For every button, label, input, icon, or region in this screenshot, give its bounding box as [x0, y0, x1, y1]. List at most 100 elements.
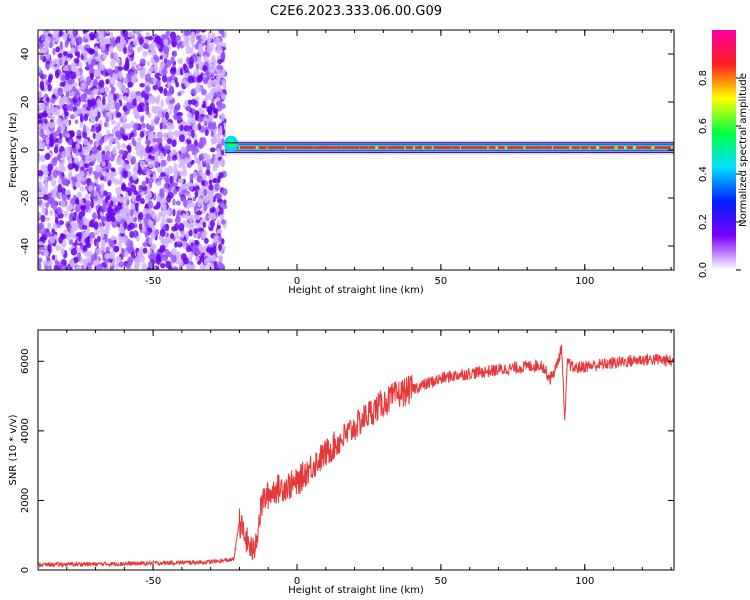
heatmap-noise-cell: [188, 264, 195, 270]
heatmap-noise-cell: [100, 64, 106, 71]
heatmap-noise-cell: [157, 195, 161, 201]
heatmap-noise-cell: [83, 30, 90, 33]
heatmap-noise-cell: [189, 214, 196, 221]
heatmap-noise-cell: [90, 190, 95, 196]
heatmap-noise-cell: [94, 178, 99, 185]
heatmap-noise-cell: [86, 106, 91, 111]
heatmap-noise-cell: [158, 142, 163, 151]
heatmap-noise-cell: [176, 210, 181, 216]
heatmap-noise-cell: [141, 262, 147, 270]
heatmap-noise-cell: [116, 203, 122, 210]
heatmap-noise-cell: [45, 96, 50, 102]
heatmap-noise-cell: [211, 206, 216, 213]
heatmap-noise-cell: [203, 152, 207, 159]
heatmap-noise-cell: [206, 39, 211, 49]
heatmap-noise-cell: [149, 95, 156, 103]
heatmap-noise-cell: [183, 125, 190, 132]
heatmap-noise-cell: [179, 124, 184, 132]
heatmap-noise-cell: [139, 254, 146, 263]
heatmap-noise-cell: [152, 138, 159, 143]
heatmap-noise-cell: [178, 222, 185, 232]
heatmap-noise-cell: [77, 252, 82, 257]
heatmap-noise-cell: [77, 108, 82, 114]
heatmap-noise-cell: [60, 233, 64, 238]
heatmap-noise-cell: [100, 240, 106, 247]
heatmap-noise-cell: [201, 231, 207, 240]
heatmap-noise-cell: [171, 154, 178, 161]
heatmap-noise-cell: [150, 50, 155, 57]
heatmap-noise-cell: [88, 32, 95, 41]
heatmap-noise-cell: [213, 260, 218, 268]
heatmap-noise-cell: [144, 213, 151, 219]
heatmap-noise-cell: [60, 247, 65, 256]
heatmap-noise-cell: [134, 202, 139, 212]
heatmap-noise-cell: [98, 79, 105, 88]
heatmap-noise-cell: [126, 171, 132, 178]
heatmap-noise-cell: [159, 152, 165, 160]
heatmap-noise-cell: [172, 198, 176, 206]
heatmap-noise-cell: [217, 59, 223, 65]
heatmap-noise-cell: [100, 204, 107, 211]
heatmap-noise-cell: [42, 227, 47, 234]
heatmap-noise-cell: [50, 97, 56, 104]
heatmap-noise-cell: [142, 50, 148, 58]
heatmap-noise-cell: [219, 158, 226, 167]
heatmap-noise-cell: [61, 155, 66, 165]
heatmap-noise-cell: [113, 245, 120, 253]
heatmap-noise-cell: [204, 129, 209, 136]
heatmap-noise-cell: [191, 98, 197, 106]
heatmap-noise-cell: [188, 229, 193, 237]
heatmap-noise-cell: [131, 77, 135, 83]
heatmap-noise-cell: [78, 198, 84, 205]
heatmap-noise-cell: [198, 188, 203, 196]
heatmap-noise-cell: [76, 191, 83, 199]
heatmap-noise-cell: [217, 261, 224, 270]
heatmap-noise-cell: [45, 137, 50, 145]
heatmap-noise-cell: [102, 96, 106, 106]
x-tick-label: 50: [435, 276, 448, 287]
heatmap-noise-cell: [67, 163, 74, 171]
heatmap-noise-cell: [205, 169, 211, 176]
y-tick-label: 4000: [20, 418, 31, 443]
heatmap-noise-cell: [121, 161, 126, 168]
heatmap-noise-cell: [172, 182, 179, 187]
heatmap-noise-cell: [88, 264, 92, 270]
heatmap-noise-cell: [130, 94, 135, 100]
heatmap-noise-cell: [114, 136, 119, 145]
heatmap-noise-cell: [167, 191, 174, 199]
heatmap-noise-cell: [194, 110, 200, 117]
heatmap-noise-cell: [178, 258, 183, 267]
heatmap-noise-cell: [114, 178, 119, 186]
heatmap-noise-cell: [70, 248, 78, 256]
heatmap-noise-cell: [214, 182, 220, 191]
heatmap-noise-cell: [194, 43, 200, 50]
heatmap-y-axis-label: Frequency (Hz): [8, 112, 19, 188]
heatmap-noise-cell: [44, 265, 49, 270]
heatmap-noise-cell: [178, 58, 183, 65]
heatmap-noise-cell: [88, 231, 96, 239]
heatmap-noise-cell: [74, 119, 79, 125]
heatmap-panel: -50 0 50 100 -40 -20 0 20 40 Height of straight…: [8, 29, 675, 296]
heatmap-noise-cell: [210, 130, 214, 138]
heatmap-noise-cell: [153, 66, 159, 73]
colorbar-tick-label: 0.8: [698, 70, 709, 86]
heatmap-noise-cell: [111, 86, 116, 93]
heatmap-noise-cell: [109, 212, 115, 219]
heatmap-noise-cell: [138, 223, 143, 231]
y-tick-label: 2000: [20, 488, 31, 513]
heatmap-noise-cell: [113, 52, 119, 60]
heatmap-noise-cell: [160, 262, 166, 269]
heatmap-noise-cell: [142, 208, 149, 215]
heatmap-noise-cell: [78, 171, 85, 179]
heatmap-noise-cell: [191, 244, 198, 252]
heatmap-signal-peak: [387, 146, 399, 149]
heatmap-noise-cell: [132, 139, 137, 147]
heatmap-noise-cell: [154, 229, 160, 236]
heatmap-noise-cell: [156, 265, 160, 270]
heatmap-noise-cell: [170, 254, 177, 264]
heatmap-signal-peak: [461, 146, 471, 149]
heatmap-noise-cell: [135, 195, 142, 202]
heatmap-noise-cell: [81, 107, 86, 115]
heatmap-noise-cell: [38, 257, 43, 263]
heatmap-noise-cell: [73, 57, 80, 64]
